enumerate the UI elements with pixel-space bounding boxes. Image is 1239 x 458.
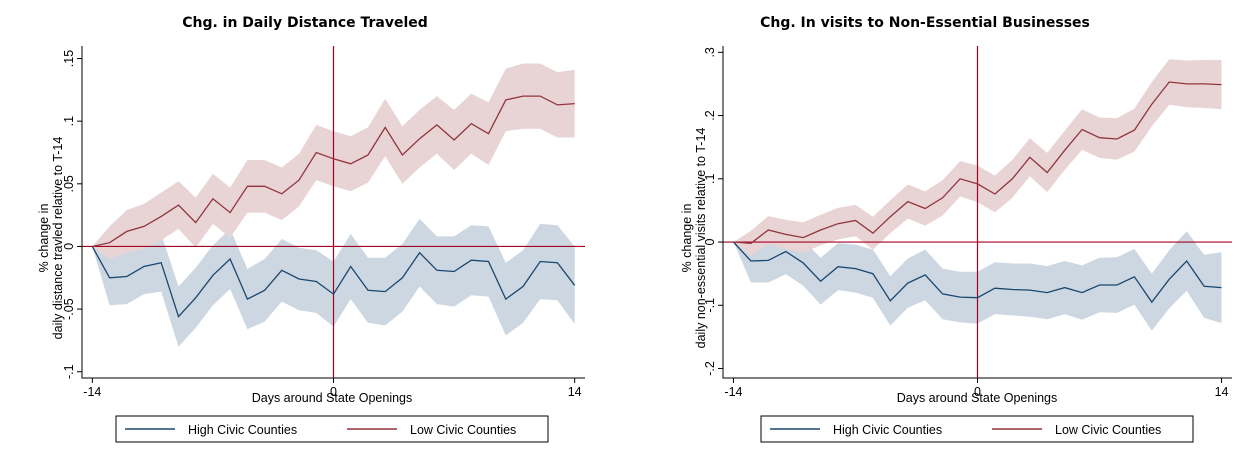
chart-title: Chg. In visits to Non-Essential Business… [760,15,1090,31]
legend-label-low-civic: Low Civic Counties [410,423,516,437]
y-tick-label: .3 [703,47,717,57]
y-tick-label: -.05 [62,298,76,320]
y-tick-label: 0 [703,239,717,246]
x-axis-label: Days around State Openings [252,391,413,405]
legend-label-low-civic: Low Civic Counties [1055,423,1161,437]
chart-title: Chg. in Daily Distance Traveled [182,15,428,31]
x-tick-label: 0 [974,385,981,399]
chart-panel-visits: Chg. In visits to Non-Essential Business… [620,0,1239,458]
chart-panel-distance: Chg. in Daily Distance Traveled Days aro… [37,15,585,443]
ci-band-low-civic [733,59,1222,256]
series-line-high-civic [733,241,1222,304]
y-tick-label: .1 [703,174,717,184]
x-tick-label: 0 [330,385,337,399]
x-tick-label: 14 [1215,385,1229,399]
series-line-low-civic [92,95,575,248]
y-tick-label: -.1 [703,298,717,313]
y-tick-label: .1 [62,116,76,126]
legend-label-high-civic: High Civic Counties [188,423,297,437]
plot-area [82,46,585,378]
chart-non-essential-visits: Chg. In visits to Non-Essential Business… [680,15,1232,443]
x-axis-label: Days around State Openings [897,391,1058,405]
y-tick-label: 0 [62,243,76,250]
series-line-low-civic [733,81,1222,244]
series-line-high-civic [91,246,576,318]
legend: High Civic Counties Low Civic Counties [115,415,549,443]
y-axis-label-line1: % change in [680,204,694,273]
y-tick-label: -.1 [62,364,76,379]
chart-distance-traveled: Chg. in Daily Distance Traveled Days aro… [37,15,585,443]
y-tick-label: .15 [62,50,76,67]
y-axis-label-line2: daily non-essential visits relative to T… [694,128,708,349]
legend: High Civic Counties Low Civic Counties [760,415,1194,443]
x-tick-label: -14 [83,385,101,399]
legend-label-high-civic: High Civic Counties [833,423,942,437]
y-tick-label: .05 [62,175,76,192]
plot-area [723,46,1232,378]
y-tick-label: .2 [703,110,717,120]
legend-box [760,415,1194,443]
y-axis-label-line2: daily distance travled relative to T-14 [51,137,65,340]
legend-box [115,415,549,443]
x-tick-label: -14 [724,385,742,399]
x-tick-label: 14 [568,385,582,399]
y-axis-label-line1: % change in [37,204,51,273]
y-tick-label: -.2 [703,361,717,376]
